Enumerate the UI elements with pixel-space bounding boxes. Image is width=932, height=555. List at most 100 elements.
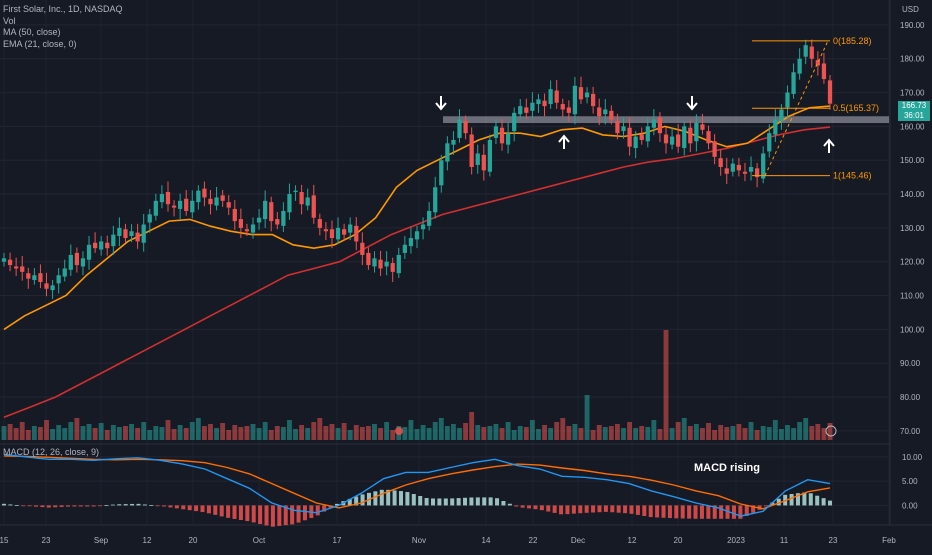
- volume-bar: [390, 430, 396, 440]
- candle-body: [62, 268, 67, 277]
- candle-body: [323, 229, 329, 232]
- volume-bar: [359, 427, 365, 440]
- candle: [196, 185, 201, 210]
- candle: [420, 217, 426, 240]
- volume-bar: [110, 425, 116, 440]
- macd-histogram-bar: [488, 497, 493, 506]
- macd-histogram-bar: [283, 505, 288, 526]
- candle-body: [299, 192, 304, 205]
- macd-histogram-bar: [533, 505, 538, 510]
- candle: [633, 131, 638, 159]
- candle: [354, 217, 359, 251]
- volume-bar: [821, 428, 827, 440]
- volume-bar: [633, 428, 639, 440]
- macd-histogram-bar: [66, 505, 71, 507]
- arrow-annotations: [435, 96, 835, 153]
- candle: [475, 144, 480, 174]
- candle-body: [469, 134, 474, 167]
- candle-body: [639, 134, 644, 140]
- candle-body: [499, 127, 505, 144]
- candle-body: [603, 109, 608, 115]
- candle: [117, 217, 122, 247]
- macd-histogram-bar: [270, 505, 275, 527]
- candle-body: [542, 100, 547, 107]
- candle: [669, 127, 675, 150]
- macd-histogram-bar: [437, 498, 442, 506]
- macd-signal-line: [3, 455, 831, 510]
- volume-bar: [681, 418, 687, 440]
- candle-body: [396, 254, 401, 274]
- candle-body: [584, 92, 590, 98]
- macd-histogram-bar: [27, 505, 32, 507]
- candle-body: [682, 126, 687, 149]
- volume-bar: [627, 422, 633, 440]
- candle-body: [463, 120, 468, 134]
- volume-bar: [311, 422, 317, 440]
- volume-bar: [80, 426, 86, 440]
- macd-histogram-bar: [14, 505, 19, 506]
- candle: [718, 149, 723, 176]
- macd-tick-label: 5.00: [902, 477, 918, 486]
- candle: [530, 92, 535, 119]
- volume-bar: [614, 424, 620, 440]
- volume-bar: [244, 426, 250, 440]
- candle: [791, 63, 796, 99]
- macd-histogram-bar: [2, 503, 6, 506]
- candle: [105, 235, 110, 256]
- macd-histogram-bar: [34, 505, 39, 507]
- candle: [524, 98, 529, 119]
- macd-histogram-bar: [635, 505, 640, 515]
- candle-body: [384, 261, 389, 267]
- volume-bar: [809, 426, 815, 440]
- candle: [317, 213, 322, 236]
- candle-body: [754, 168, 760, 178]
- volume-bar: [256, 428, 262, 440]
- macd-histogram-bar: [187, 505, 192, 511]
- volume-bar: [293, 429, 298, 440]
- time-tick-label: 20: [189, 536, 198, 545]
- candle-body: [706, 131, 711, 144]
- candle: [396, 247, 401, 278]
- macd-tick-label: 0.00: [902, 501, 918, 510]
- volume-bar: [736, 424, 742, 440]
- candle-body: [147, 214, 152, 223]
- volume-bar: [475, 425, 481, 440]
- ma-legend: MA (50, close): [3, 27, 61, 37]
- candle: [329, 220, 335, 249]
- candle-body: [105, 242, 110, 249]
- arrow-up-icon: [558, 134, 570, 149]
- macd-histogram-bar: [629, 505, 634, 514]
- volume-bar: [590, 430, 596, 440]
- macd-histogram-bar: [181, 505, 186, 510]
- volume-bar: [766, 427, 772, 440]
- candle: [457, 109, 462, 143]
- time-tick-label: 2023: [727, 536, 745, 545]
- candle-body: [281, 210, 286, 226]
- candle: [299, 184, 304, 215]
- volume-bar: [250, 424, 256, 440]
- volume-bar: [608, 426, 614, 440]
- volume-bar: [444, 426, 450, 440]
- candle: [74, 247, 80, 273]
- candle: [378, 250, 383, 276]
- macd-histogram-bar: [520, 505, 525, 508]
- candle: [724, 157, 729, 184]
- time-tick-label: 20: [674, 536, 683, 545]
- macd-histogram-bar: [174, 505, 179, 509]
- volume-bar: [56, 425, 62, 440]
- candle-body: [80, 258, 86, 267]
- macd-histogram-bar: [527, 505, 532, 509]
- volume-bar: [50, 429, 56, 440]
- candle-body: [566, 107, 571, 113]
- candle: [615, 113, 620, 140]
- volume-bar: [596, 425, 602, 440]
- candle-body: [651, 119, 656, 128]
- macd-histogram-bar: [238, 505, 243, 521]
- volume-bar: [815, 424, 821, 440]
- candle-body: [591, 93, 596, 107]
- candles: [1, 39, 833, 299]
- candle: [281, 202, 286, 232]
- candle: [821, 52, 827, 84]
